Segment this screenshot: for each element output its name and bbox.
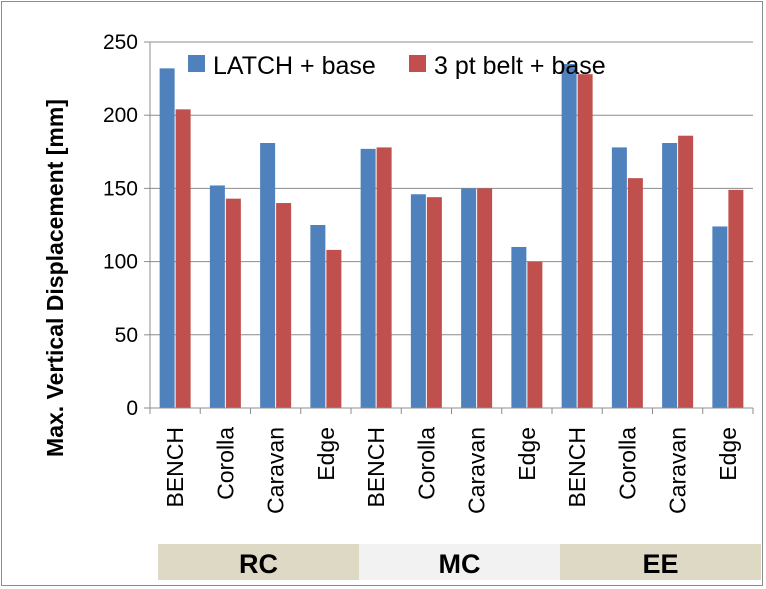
bar-belt: [175, 109, 191, 409]
y-tick-label: 100: [103, 251, 138, 274]
bar-latch: [561, 63, 577, 409]
category-label: Caravan: [464, 427, 490, 514]
group-band: [359, 544, 560, 580]
bars: [159, 63, 744, 409]
bar-belt: [326, 249, 342, 408]
gridlines: [150, 41, 753, 336]
bar-belt: [577, 74, 593, 408]
bar-belt: [276, 203, 292, 408]
y-tick-label: 250: [103, 31, 138, 54]
bar-belt: [527, 261, 543, 408]
y-tick-label: 200: [103, 104, 138, 127]
bar-latch: [461, 188, 477, 408]
group-labels: RC MC EE: [158, 544, 761, 580]
bar-belt: [477, 188, 493, 408]
bar-belt: [678, 135, 694, 409]
y-axis-label: Max. Vertical Displacement [mm]: [42, 99, 68, 457]
category-label: Corolla: [413, 427, 439, 500]
category-label: Edge: [313, 427, 339, 481]
category-label: BENCH: [564, 427, 590, 508]
category-label: Edge: [514, 427, 540, 481]
bar-latch: [360, 148, 376, 408]
bar-belt: [426, 197, 442, 408]
y-tick-label: 50: [115, 324, 138, 347]
group-band: [560, 544, 761, 580]
category-label: Caravan: [665, 427, 691, 514]
legend: LATCH + base 3 pt belt + base: [188, 52, 606, 80]
bar-latch: [662, 143, 678, 409]
bar-belt: [376, 147, 392, 408]
category-labels: BENCH Corolla Caravan Edge BENCH Corolla Carav…: [162, 427, 741, 514]
legend-swatch-belt: [409, 55, 426, 72]
category-label: Caravan: [263, 427, 289, 514]
group-label: RC: [239, 549, 278, 579]
group-label: EE: [642, 549, 678, 579]
bar-latch: [310, 225, 326, 408]
bar-latch: [159, 68, 175, 409]
axes: [149, 42, 754, 414]
legend-label: 3 pt belt + base: [434, 52, 606, 80]
group-band: [158, 544, 359, 580]
category-label: BENCH: [162, 427, 188, 508]
bar-belt: [225, 198, 241, 408]
bar-belt: [627, 178, 643, 408]
category-label: Corolla: [614, 427, 640, 500]
bar-latch: [712, 226, 728, 408]
bar-latch: [410, 194, 426, 408]
bar-latch: [260, 143, 276, 409]
y-tick-label: 0: [126, 397, 138, 420]
category-label: Corolla: [212, 427, 238, 500]
legend-swatch-latch: [188, 55, 205, 72]
group-label: MC: [439, 549, 481, 579]
y-axis-ticks: 0 50 100 150 200 250: [103, 31, 150, 420]
legend-label: LATCH + base: [213, 52, 376, 80]
bar-latch: [511, 246, 527, 408]
y-tick-label: 150: [103, 177, 138, 200]
category-label: Edge: [715, 427, 741, 481]
bar-latch: [209, 185, 225, 408]
bar-belt: [728, 189, 744, 408]
category-label: BENCH: [363, 427, 389, 508]
bar-latch: [611, 147, 627, 408]
